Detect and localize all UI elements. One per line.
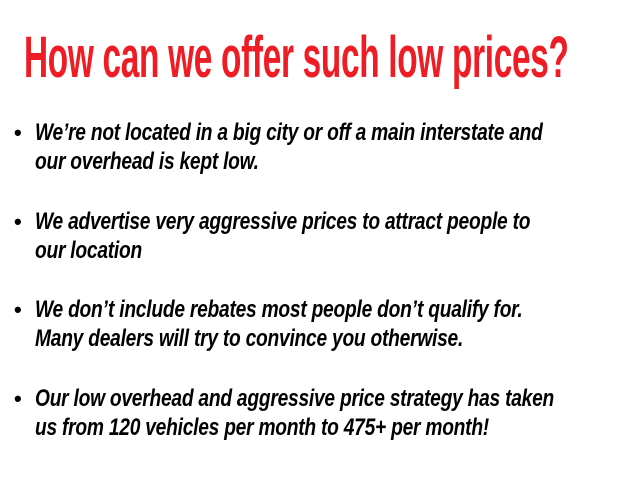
bullet-line: us from 120 vehicles per month to 475+ p… xyxy=(35,414,489,441)
bullet-line: our location xyxy=(35,237,142,264)
bullet-icon: • xyxy=(14,120,22,145)
bullet-line: We don’t include rebates most people don… xyxy=(35,296,523,323)
bullet-line: We advertise very aggressive prices to a… xyxy=(35,208,531,235)
bullet-icon: • xyxy=(14,209,22,234)
bullet-icon: • xyxy=(14,386,22,411)
bullet-line: our overhead is kept low. xyxy=(35,148,259,175)
bullet-icon: • xyxy=(14,297,22,322)
bullet-line: Many dealers will try to convince you ot… xyxy=(35,325,464,352)
bullet-line: Our low overhead and aggressive price st… xyxy=(35,385,555,412)
bullet-line: We’re not located in a big city or off a… xyxy=(35,119,543,146)
slide-title: How can we offer such low prices? xyxy=(24,25,569,90)
